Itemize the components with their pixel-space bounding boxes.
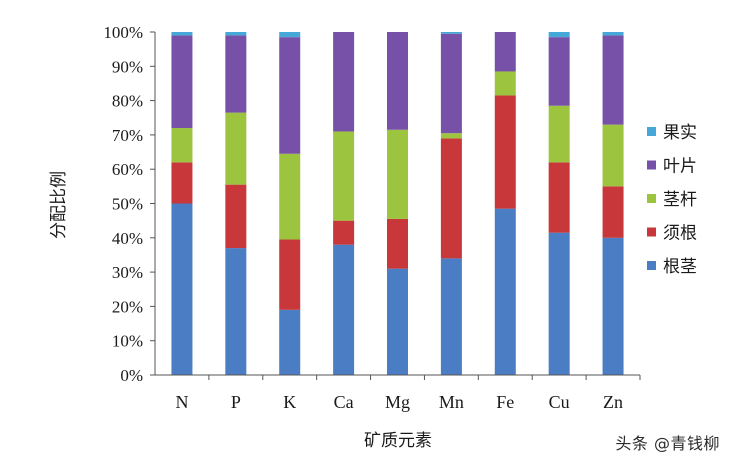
bar-segment (602, 35, 624, 125)
bar-segment (279, 309, 301, 375)
legend-swatch (647, 160, 656, 170)
bar-segment (279, 239, 301, 310)
legend-label: 根茎 (663, 257, 697, 277)
bar-segment (602, 124, 624, 187)
watermark: 头条 @青钱柳 (615, 434, 720, 453)
x-tick-label: Cu (549, 392, 570, 412)
bar-segment (225, 35, 247, 113)
bar-segment (387, 218, 408, 269)
x-tick-label: Zn (603, 392, 623, 412)
bar-segment (171, 162, 193, 204)
y-tick-label: 20% (112, 297, 143, 316)
bar-segment (279, 32, 301, 38)
y-tick-label: 0% (120, 366, 143, 385)
legend-swatch (647, 127, 656, 136)
y-axis-title: 分配比例 (49, 171, 69, 239)
bar-segment (171, 203, 193, 375)
x-tick-label: P (231, 392, 241, 412)
y-tick-label: 50% (112, 195, 143, 214)
bar-segment (387, 32, 408, 130)
legend-label: 须根 (663, 224, 697, 244)
bar-segment (171, 32, 193, 36)
x-axis-title: 矿质元素 (364, 431, 432, 451)
bar-segment (602, 186, 624, 238)
bar-segment (494, 95, 516, 209)
y-axis-ticks: 0% 10% 20% 30% 40% 50% 60% 70% 80% 90% 100% (103, 23, 143, 385)
bar-segment (333, 32, 355, 132)
bar-segment (333, 131, 355, 221)
bar-segment (171, 128, 193, 163)
bar-segment (548, 37, 570, 106)
bar-segment (602, 237, 624, 375)
y-tick-label: 70% (112, 126, 143, 145)
x-tick-label: Ca (334, 392, 354, 412)
bar-segment (440, 133, 462, 139)
y-tick-label: 60% (112, 160, 143, 179)
bar-segment (602, 32, 624, 36)
bar-segment (548, 162, 570, 233)
bar-segment (171, 35, 193, 129)
bar-segment (494, 208, 516, 375)
legend-swatch (647, 227, 656, 237)
bar-segment (548, 105, 570, 163)
bar-segment (225, 32, 247, 36)
x-axis-tick-labels: N P K Ca Mg Mn Fe Cu Zn (175, 392, 623, 412)
x-tick-label: N (175, 392, 188, 412)
x-tick-label: Mn (439, 392, 464, 412)
legend-label: 茎杆 (663, 190, 697, 210)
bar-segment (387, 268, 408, 375)
bar-segment (387, 129, 408, 219)
bar-segment (548, 232, 570, 375)
bar-segment (440, 138, 462, 259)
bar-segment (279, 37, 301, 154)
axes (150, 31, 641, 380)
y-tick-label: 100% (103, 23, 143, 42)
y-tick-label: 80% (112, 92, 143, 111)
y-tick-label: 40% (112, 229, 143, 248)
bar-segment (494, 32, 516, 72)
legend-label: 叶片 (663, 157, 697, 177)
bar-segment (494, 71, 516, 96)
legend-swatch (647, 194, 656, 203)
bar-segment (440, 33, 462, 134)
bars (171, 32, 624, 375)
bar-segment (440, 258, 462, 375)
legend-swatch (647, 261, 656, 270)
bar-segment (548, 32, 570, 38)
bar-segment (333, 244, 355, 375)
bar-segment (225, 112, 247, 185)
y-tick-label: 90% (112, 57, 143, 76)
x-tick-label: Mg (385, 392, 410, 412)
y-tick-label: 10% (112, 332, 143, 351)
bar-segment (225, 248, 247, 375)
x-tick-label: K (283, 392, 296, 412)
bar-segment (440, 32, 462, 34)
bar-segment (225, 184, 247, 249)
legend-label: 果实 (663, 123, 697, 143)
x-tick-label: Fe (496, 392, 514, 412)
bar-segment (333, 220, 355, 245)
bar-segment (279, 153, 301, 240)
y-tick-label: 30% (112, 263, 143, 282)
